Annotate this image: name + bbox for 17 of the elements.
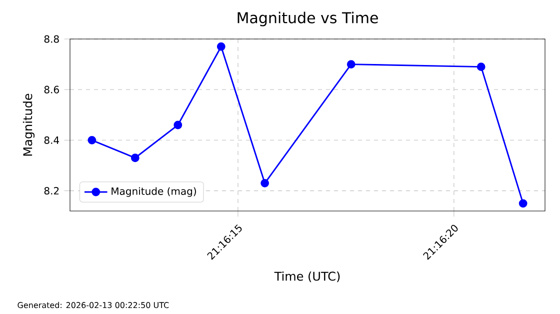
legend-label: Magnitude (mag) — [112, 187, 196, 197]
y-tick-label: 8.4 — [44, 136, 60, 144]
point — [476, 62, 486, 72]
y-axis-title: Magnitude — [22, 94, 35, 156]
point — [260, 178, 270, 188]
point — [130, 154, 140, 162]
y-tick-label: 8.8 — [44, 35, 59, 43]
y-tick-label: 8.2 — [44, 186, 59, 195]
point — [518, 199, 528, 208]
point — [174, 120, 182, 130]
y-tick-label: 8.6 — [44, 86, 59, 94]
point — [216, 42, 226, 51]
x-axis-title: Time (UTC) — [274, 271, 340, 282]
chart-title: Magnitude vs Time — [238, 12, 378, 26]
text: Generated: 2026-02-13 00:22:50 UTC — [18, 302, 169, 308]
point — [88, 136, 96, 144]
point — [346, 60, 356, 68]
